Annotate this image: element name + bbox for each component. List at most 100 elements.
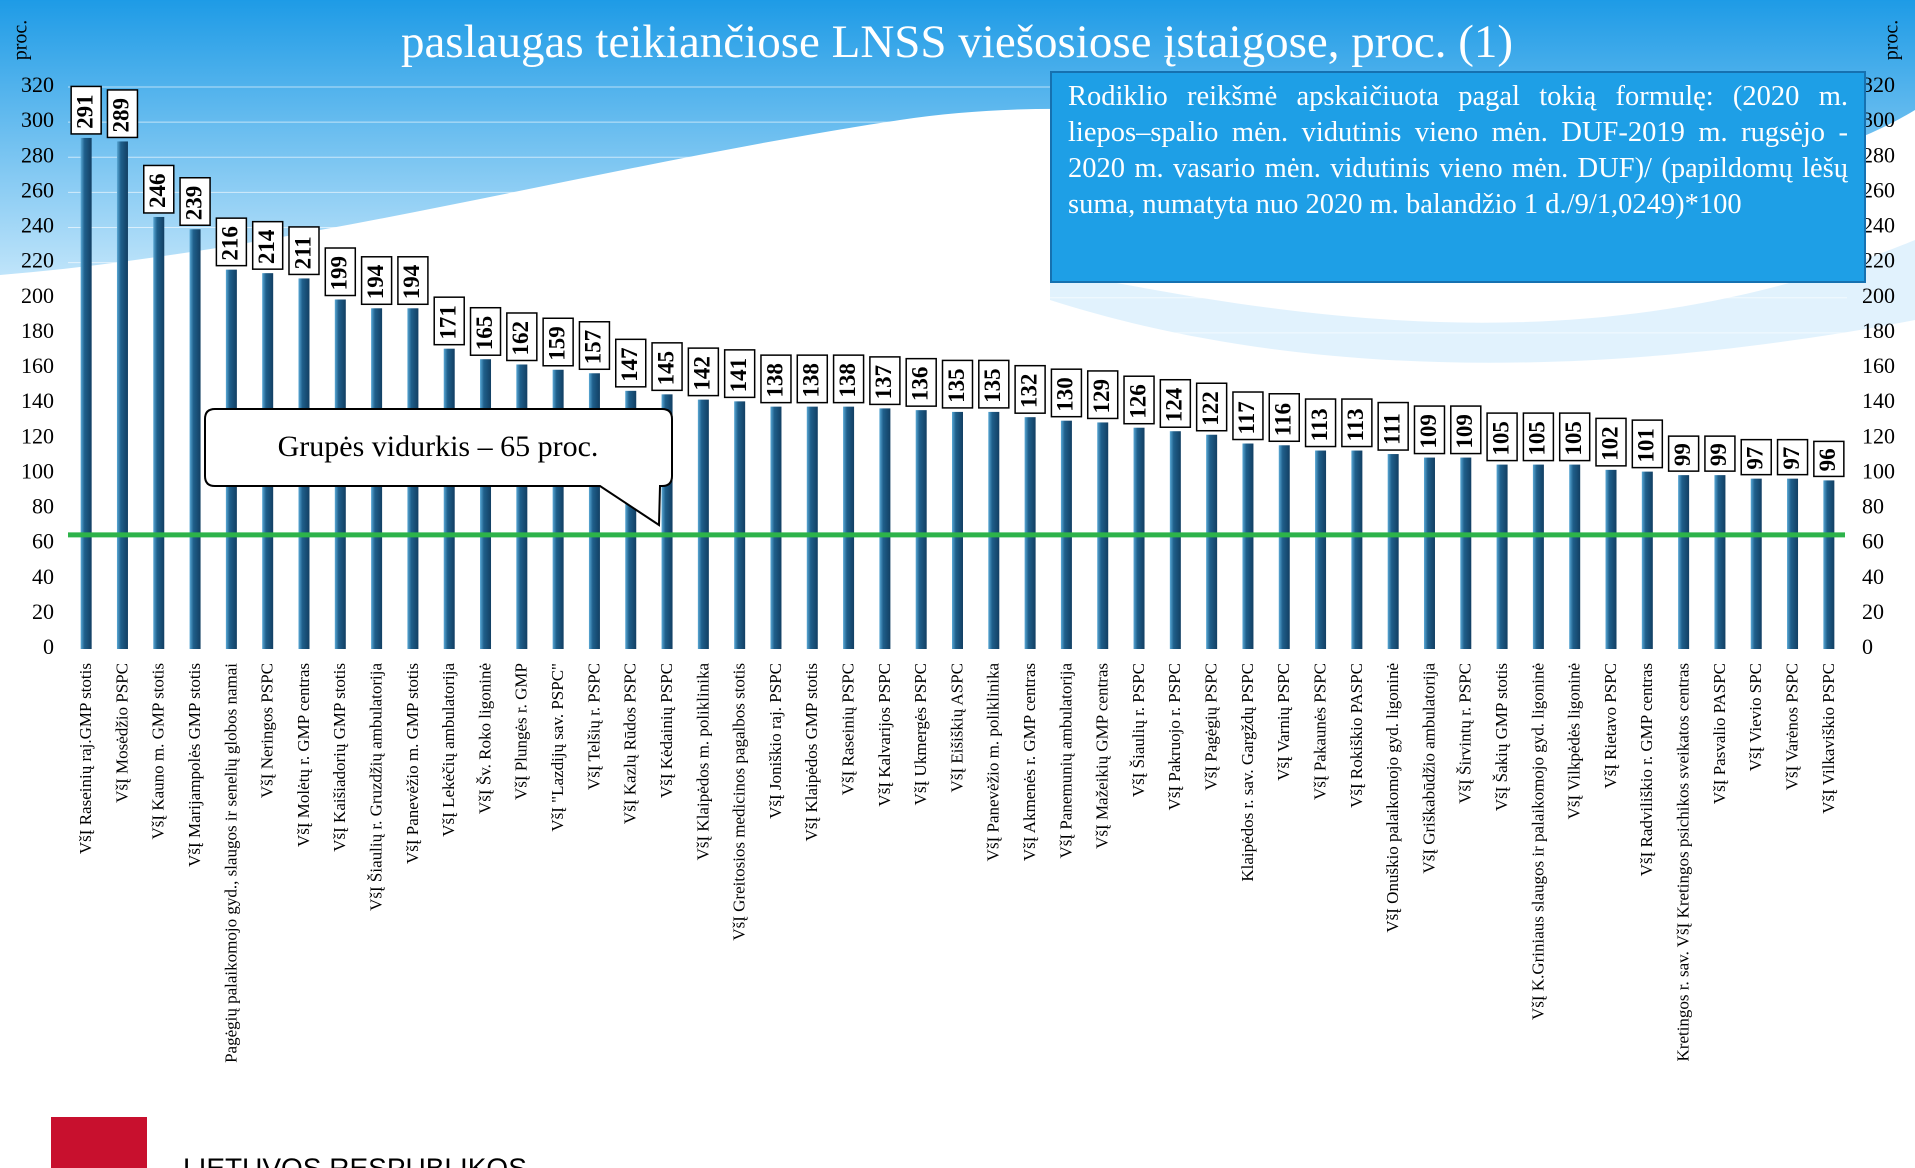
y2-tick-label: 280 — [1862, 142, 1895, 167]
y-tick-label: 100 — [21, 458, 54, 483]
value-label: 157 — [581, 330, 606, 365]
value-label-box: 130 — [1051, 369, 1081, 417]
value-label: 122 — [1198, 391, 1223, 426]
bar — [1315, 451, 1326, 649]
value-label: 129 — [1089, 379, 1114, 414]
value-label-box: 171 — [434, 297, 464, 345]
value-label: 116 — [1271, 403, 1296, 436]
bar — [117, 141, 128, 649]
value-label: 113 — [1343, 408, 1368, 441]
x-tick-label: VšĮ Marijampolės GMP stotis — [185, 663, 204, 867]
value-label-box: 141 — [725, 350, 755, 398]
bar — [1497, 465, 1508, 649]
y2-tick-label: 140 — [1862, 388, 1895, 413]
bar — [879, 408, 890, 649]
logo-text: LIETUVOS RESPUBLIKOS — [183, 1152, 527, 1168]
bar — [1569, 465, 1580, 649]
bar — [1678, 475, 1689, 649]
y2-tick-label: 220 — [1862, 248, 1895, 273]
value-label-box: 145 — [652, 343, 682, 391]
value-label-box: 109 — [1414, 406, 1444, 454]
value-label-box: 113 — [1306, 399, 1336, 447]
x-tick-label: VšĮ Varėnos PSPC — [1782, 663, 1801, 790]
value-label-box: 99 — [1705, 436, 1735, 471]
value-label: 162 — [508, 321, 533, 356]
y-tick-label: 300 — [21, 107, 54, 132]
x-tick-label: VšĮ Panevėžio m. GMP stotis — [403, 663, 422, 864]
x-tick-label: VšĮ Griškabūdžio ambulatorija — [1419, 663, 1438, 874]
value-label: 99 — [1706, 443, 1731, 466]
x-tick-label: VšĮ Klaipėdos m. poliklinika — [693, 663, 712, 861]
value-label-box: 124 — [1160, 380, 1190, 428]
value-label: 289 — [109, 98, 134, 133]
y-tick-label: 320 — [21, 72, 54, 97]
value-label: 132 — [1016, 374, 1041, 409]
value-label: 97 — [1779, 447, 1804, 470]
bar — [916, 410, 927, 649]
y-tick-label: 220 — [21, 248, 54, 273]
value-label-box: 117 — [1233, 392, 1263, 440]
value-label: 159 — [544, 326, 569, 361]
value-label-box: 126 — [1124, 376, 1154, 424]
value-label: 147 — [617, 347, 642, 382]
y-tick-label: 180 — [21, 318, 54, 343]
y2-tick-label: 100 — [1862, 458, 1895, 483]
value-label: 194 — [363, 264, 388, 299]
bar — [1206, 435, 1217, 649]
bar — [988, 412, 999, 649]
y-tick-label: 140 — [21, 388, 54, 413]
value-label: 145 — [653, 351, 678, 386]
bar — [770, 407, 781, 649]
x-tick-label: VšĮ Šiaulių r. PSPC — [1129, 663, 1148, 797]
bar — [1823, 480, 1834, 649]
page: paslaugas teikiančiose LNSS viešosiose į… — [0, 0, 1915, 1168]
value-label: 138 — [799, 363, 824, 398]
x-tick-label: VšĮ Plungės r. GMP — [512, 663, 531, 800]
bar — [807, 407, 818, 649]
x-tick-label: VšĮ Joniškio raj. PSPC — [766, 663, 785, 819]
x-tick-label: VšĮ Radviliškio r. GMP centras — [1637, 663, 1656, 876]
value-label: 109 — [1452, 414, 1477, 449]
value-label-box: 162 — [507, 313, 537, 361]
x-tick-label: VšĮ Rietavo PSPC — [1601, 663, 1620, 789]
value-label-box: 246 — [144, 165, 174, 213]
x-tick-label: VšĮ Ukmergės PSPC — [911, 663, 930, 805]
y-tick-label: 260 — [21, 177, 54, 202]
value-label: 105 — [1488, 421, 1513, 456]
y2-axis-label: proc. — [1881, 20, 1903, 61]
value-label: 111 — [1379, 413, 1404, 445]
value-label: 99 — [1670, 443, 1695, 466]
x-tick-label: VšĮ "Lazdijų sav. PSPC" — [548, 663, 567, 832]
value-label-box: 101 — [1632, 420, 1662, 468]
value-label-box: 216 — [216, 218, 246, 266]
bar — [1787, 479, 1798, 649]
y-tick-label: 120 — [21, 423, 54, 448]
value-label-box: 239 — [180, 178, 210, 226]
value-label-box: 194 — [398, 257, 428, 305]
y-tick-label: 160 — [21, 353, 54, 378]
x-tick-label: VšĮ Onuškio palaikomojo gyd. ligoninė — [1383, 663, 1402, 933]
x-tick-label: VšĮ Šiaulių r. Gruzdžių ambulatorija — [367, 663, 386, 911]
value-label: 194 — [399, 264, 424, 299]
y-tick-label: 280 — [21, 142, 54, 167]
y2-tick-label: 260 — [1862, 177, 1895, 202]
y-tick-label: 80 — [32, 494, 54, 519]
value-label-box: 138 — [834, 355, 864, 403]
x-tick-label: VšĮ Neringos PSPC — [258, 663, 277, 798]
value-label-box: 113 — [1342, 399, 1372, 447]
x-tick-label: VšĮ Kaišiadorių GMP stotis — [330, 663, 349, 852]
value-label: 130 — [1053, 377, 1078, 412]
value-label-box: 105 — [1523, 413, 1553, 461]
value-label: 239 — [181, 186, 206, 221]
bar — [1533, 465, 1544, 649]
x-tick-label: VšĮ Eišiškių ASPC — [947, 663, 966, 792]
value-label-box: 136 — [906, 359, 936, 407]
y-axis-label: proc. — [10, 20, 32, 61]
y2-tick-label: 120 — [1862, 423, 1895, 448]
y2-tick-label: 0 — [1862, 634, 1873, 659]
bar — [843, 407, 854, 649]
value-label-box: 105 — [1560, 413, 1590, 461]
value-label: 214 — [254, 229, 279, 264]
value-label: 246 — [145, 173, 170, 208]
y2-tick-label: 60 — [1862, 529, 1884, 554]
